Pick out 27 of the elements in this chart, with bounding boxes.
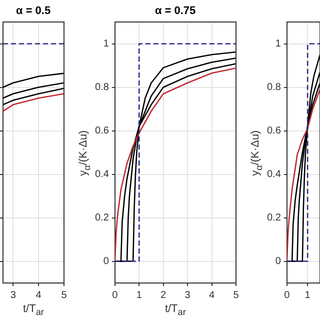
x-tick-label: 3 <box>10 290 16 301</box>
y-tick-label: 0.6 <box>94 126 110 136</box>
y-tick-label: 0.6 <box>266 126 282 136</box>
y-tick-label: 0 <box>103 256 110 267</box>
x-tick-label: 2 <box>160 290 167 301</box>
x-tick-label: 1 <box>304 290 311 301</box>
y-tick-label: 1 <box>103 38 110 50</box>
y-tick-label: 0.8 <box>266 82 282 93</box>
x-tick-label: 4 <box>36 290 42 301</box>
chart-title: α = 0.75 <box>154 5 196 17</box>
x-tick-label: 0 <box>284 290 290 301</box>
y-tick-label: 0.4 <box>94 169 110 180</box>
y-tick-label: 0.2 <box>94 212 110 224</box>
y-tick-label: 0 <box>275 256 282 267</box>
x-tick-label: 3 <box>184 290 191 301</box>
x-tick-label: 4 <box>209 290 215 301</box>
x-axis-title: t/T$_{ar}$ <box>164 303 186 318</box>
x-tick-label: 5 <box>61 290 68 301</box>
x-tick-label: 1 <box>136 290 142 301</box>
chart-title: α = 0.5 <box>16 5 51 17</box>
y-tick-label: 0.8 <box>94 82 110 93</box>
x-axis-title: t/T$_{ar}$ <box>23 303 44 318</box>
y-tick-label: 0.4 <box>266 169 282 180</box>
x-tick-label: 0 <box>112 290 118 301</box>
y-tick-label: 0.2 <box>266 212 282 224</box>
x-tick-label: 5 <box>233 290 240 301</box>
y-tick-label: 1 <box>275 38 282 50</box>
